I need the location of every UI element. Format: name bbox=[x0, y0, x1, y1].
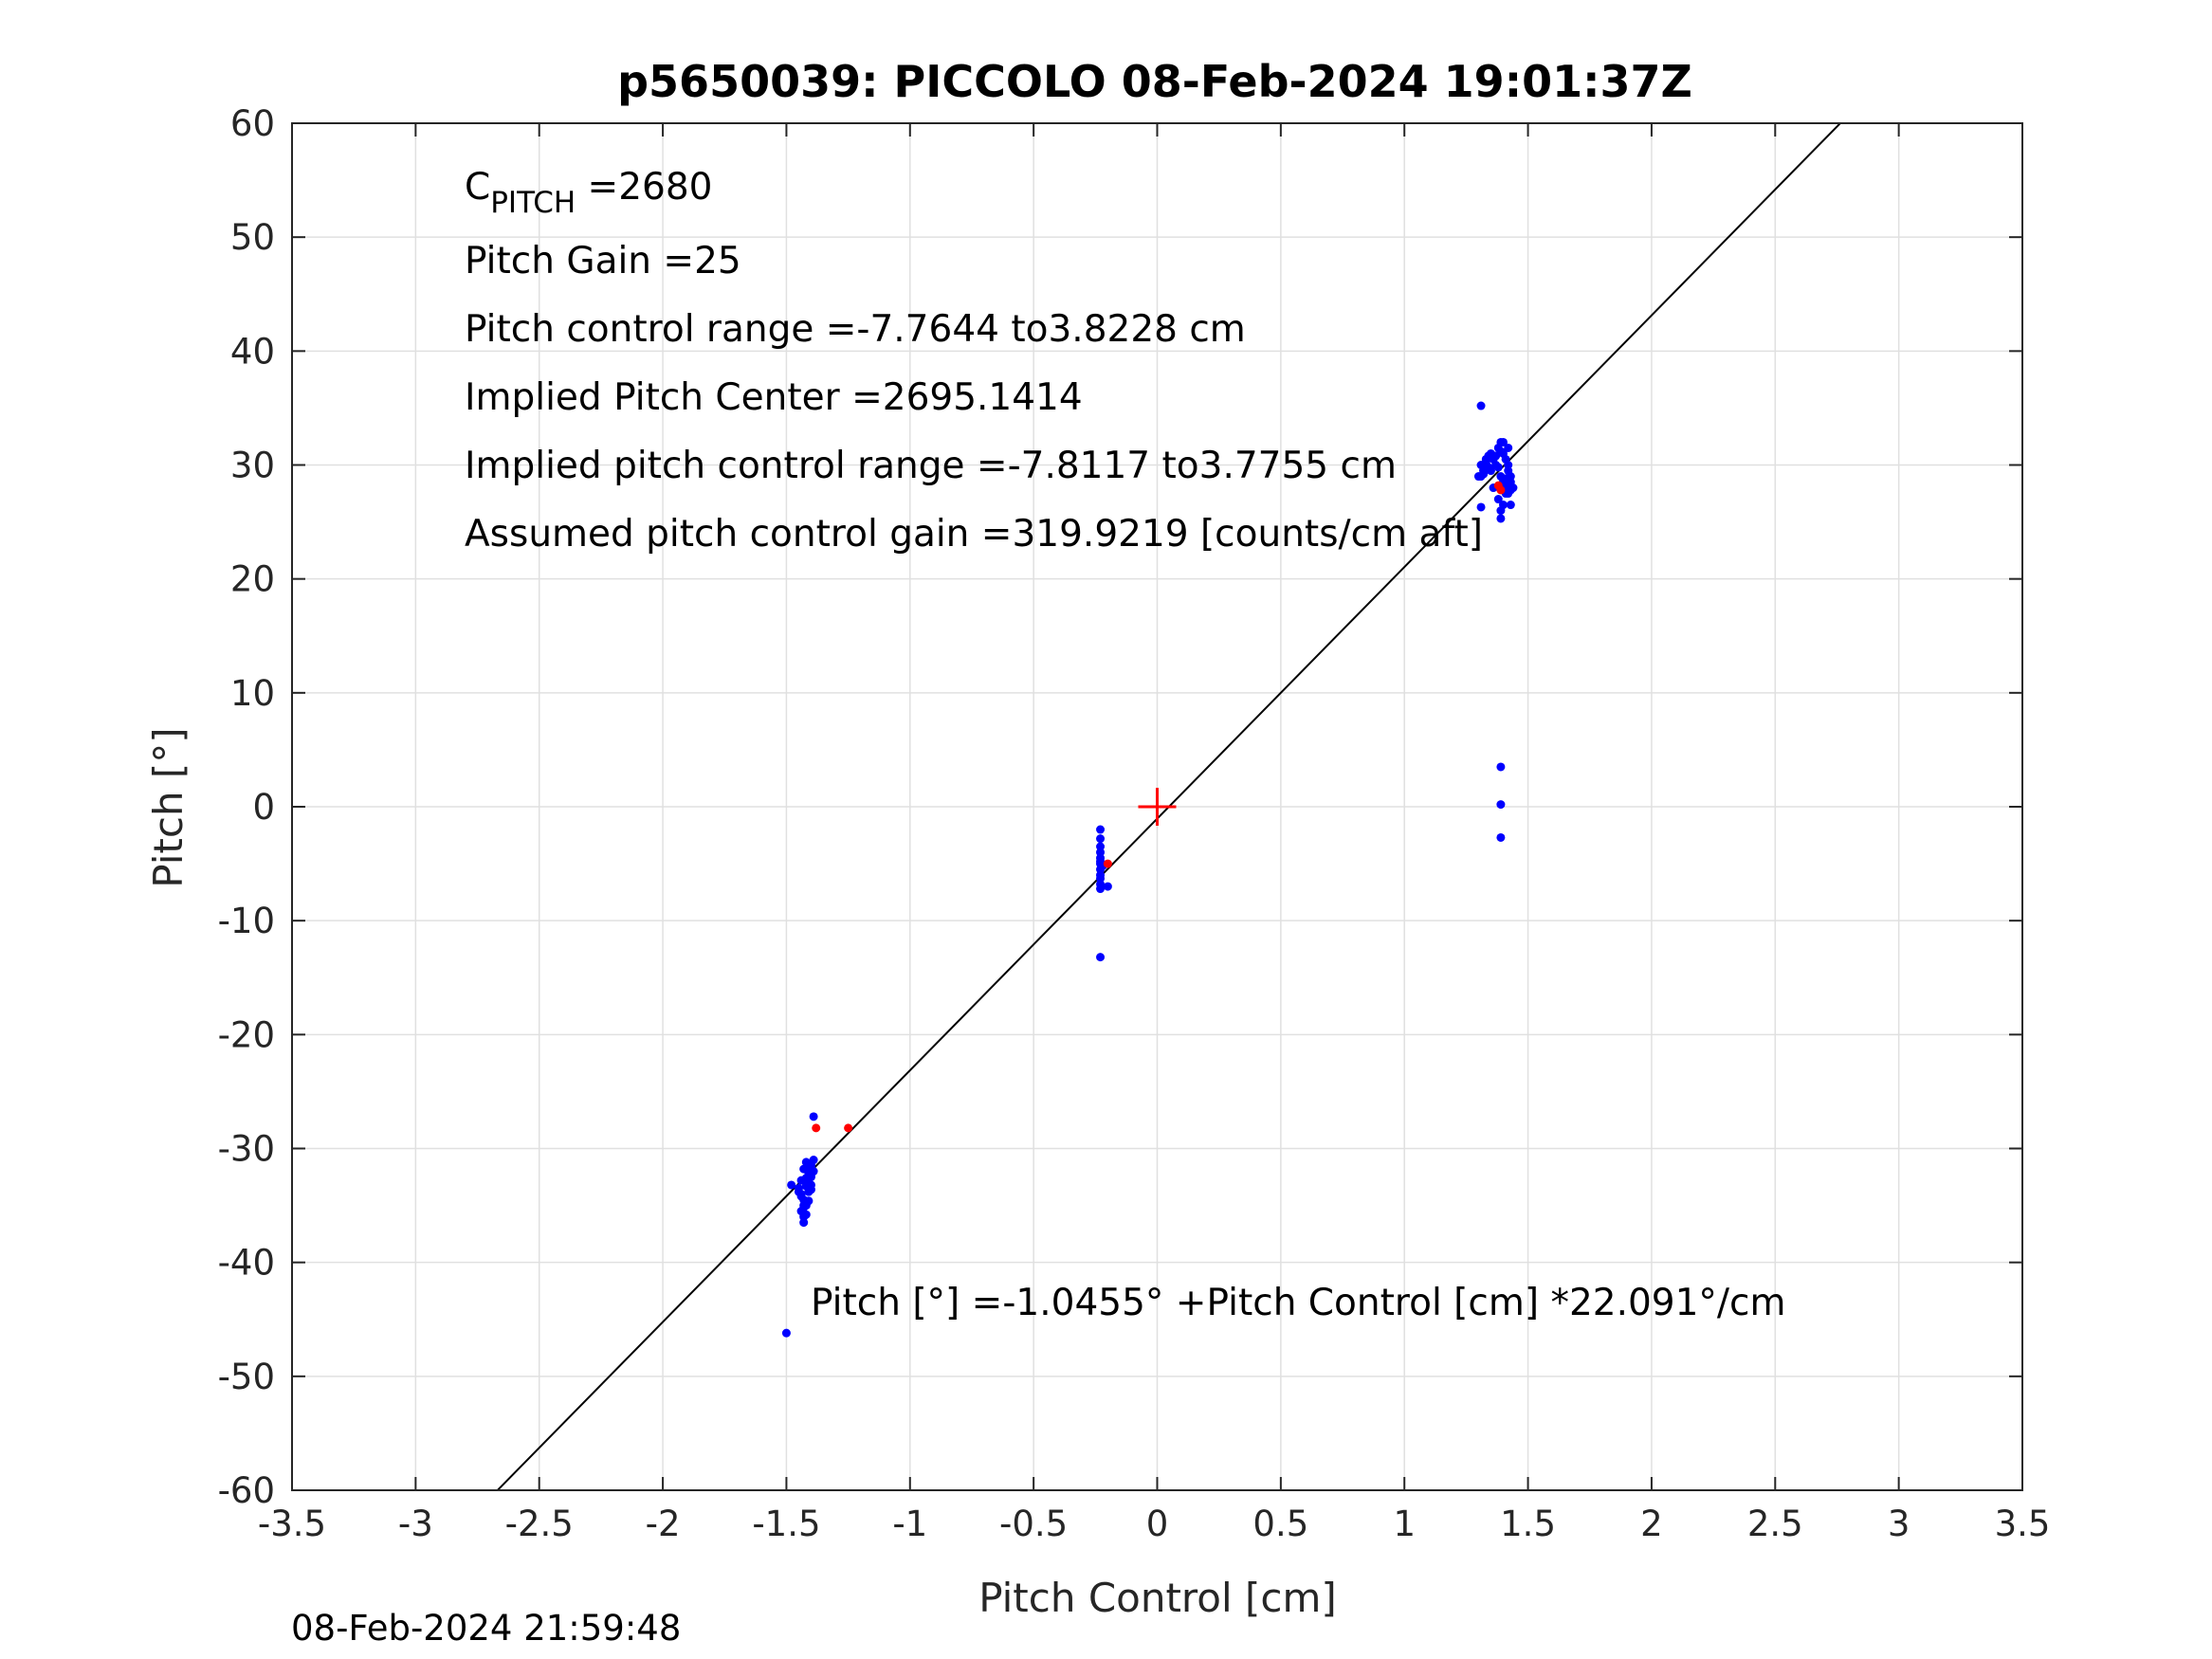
data-point bbox=[1096, 953, 1106, 962]
data-point bbox=[1504, 443, 1513, 452]
data-point bbox=[804, 1162, 814, 1172]
data-point bbox=[809, 1112, 818, 1121]
data-point bbox=[1096, 834, 1106, 844]
data-point bbox=[799, 1218, 809, 1228]
y-tick-label: -20 bbox=[218, 1014, 275, 1055]
control-range-annotation: Pitch control range =-7.7644 to3.8228 cm bbox=[465, 308, 1246, 351]
y-axis-ticks: -60 -50 -40 -30 -20 -10 0 10 20 30 40 50 60 bbox=[218, 103, 2022, 1511]
x-tick-label: 3.5 bbox=[1995, 1504, 2051, 1544]
data-point bbox=[787, 1180, 796, 1190]
x-axis-label: Pitch Control [cm] bbox=[978, 1575, 1337, 1621]
data-point bbox=[1486, 466, 1495, 476]
data-point bbox=[796, 1192, 806, 1201]
y-tick-label: 50 bbox=[230, 217, 275, 258]
x-tick-label: 1 bbox=[1393, 1504, 1416, 1544]
fit-equation-annotation: Pitch [°] =-1.0455° +Pitch Control [cm] … bbox=[811, 1282, 1785, 1324]
y-tick-label: 0 bbox=[252, 787, 275, 828]
y-tick-label: -50 bbox=[218, 1357, 275, 1397]
y-axis-label: Pitch [°] bbox=[145, 727, 192, 887]
x-tick-label: 2 bbox=[1640, 1504, 1663, 1544]
y-tick-label: 30 bbox=[230, 446, 275, 486]
footer-timestamp: 08-Feb-2024 21:59:48 bbox=[291, 1608, 681, 1649]
y-tick-label: 60 bbox=[230, 103, 275, 144]
chart-title: p5650039: PICCOLO 08-Feb-2024 19:01:37Z bbox=[617, 56, 1692, 107]
data-point bbox=[1496, 485, 1506, 495]
data-point bbox=[1476, 502, 1486, 512]
x-tick-label: -2.5 bbox=[505, 1504, 574, 1544]
y-tick-label: 10 bbox=[230, 673, 275, 714]
cpitch-value: =2680 bbox=[576, 166, 712, 209]
x-tick-label: 3 bbox=[1888, 1504, 1910, 1544]
implied-range-annotation: Implied pitch control range =-7.8117 to3… bbox=[465, 445, 1397, 487]
y-tick-label: -60 bbox=[218, 1470, 275, 1511]
cpitch-main: C bbox=[465, 166, 490, 209]
data-point bbox=[1496, 514, 1506, 523]
data-point bbox=[1506, 472, 1515, 482]
data-point bbox=[801, 1210, 811, 1219]
pitch-gain-annotation: Pitch Gain =25 bbox=[465, 240, 741, 283]
data-point bbox=[801, 1181, 811, 1191]
data-point bbox=[1508, 483, 1518, 493]
data-points bbox=[781, 401, 1518, 1338]
data-point bbox=[809, 1156, 818, 1165]
data-point bbox=[1493, 463, 1503, 472]
cpitch-subscript: PITCH bbox=[490, 186, 576, 220]
data-point bbox=[1496, 832, 1506, 842]
data-point bbox=[1496, 506, 1506, 516]
data-point bbox=[1473, 472, 1483, 482]
data-point bbox=[781, 1328, 791, 1338]
data-point bbox=[1476, 401, 1486, 410]
x-tick-label: -0.5 bbox=[999, 1504, 1068, 1544]
data-point bbox=[1504, 461, 1513, 469]
data-point bbox=[1096, 884, 1106, 894]
data-point bbox=[1506, 501, 1515, 510]
data-point bbox=[1096, 825, 1106, 834]
data-point bbox=[1496, 800, 1506, 810]
x-tick-label: -3.5 bbox=[258, 1504, 326, 1544]
data-point bbox=[1103, 882, 1112, 891]
data-point bbox=[844, 1123, 853, 1133]
center-marker-group bbox=[1138, 788, 1177, 826]
data-point bbox=[801, 1174, 811, 1183]
y-tick-label: 40 bbox=[230, 331, 275, 372]
x-tick-label: 0 bbox=[1146, 1504, 1169, 1544]
y-tick-label: -30 bbox=[218, 1129, 275, 1170]
x-tick-label: 1.5 bbox=[1500, 1504, 1556, 1544]
data-point bbox=[1479, 466, 1489, 476]
data-point bbox=[1493, 495, 1503, 504]
data-point bbox=[1496, 472, 1506, 482]
data-point bbox=[1499, 437, 1508, 447]
y-tick-label: -40 bbox=[218, 1243, 275, 1284]
data-point bbox=[1103, 859, 1112, 868]
implied-center-annotation: Implied Pitch Center =2695.1414 bbox=[465, 376, 1083, 419]
x-axis-ticks: -3.5 -3 -2.5 -2 -1.5 -1 -0.5 0 0.5 1 1.5 2 2.5 3 3.5 bbox=[258, 123, 2051, 1544]
grid-lines bbox=[291, 122, 2023, 1491]
x-tick-label: -2 bbox=[646, 1504, 681, 1544]
x-tick-label: 2.5 bbox=[1747, 1504, 1803, 1544]
x-tick-label: -3 bbox=[398, 1504, 433, 1544]
assumed-gain-annotation: Assumed pitch control gain =319.9219 [co… bbox=[465, 513, 1483, 556]
x-tick-label: -1.5 bbox=[752, 1504, 820, 1544]
data-point bbox=[1496, 762, 1506, 772]
data-point bbox=[1496, 447, 1506, 456]
data-point bbox=[1481, 454, 1490, 464]
cpitch-annotation: CPITCH =2680 bbox=[465, 166, 712, 220]
y-tick-label: -10 bbox=[218, 901, 275, 941]
data-point bbox=[812, 1123, 821, 1133]
data-point bbox=[799, 1201, 809, 1211]
x-tick-label: 0.5 bbox=[1252, 1504, 1308, 1544]
y-tick-label: 20 bbox=[230, 559, 275, 600]
x-tick-label: -1 bbox=[892, 1504, 927, 1544]
